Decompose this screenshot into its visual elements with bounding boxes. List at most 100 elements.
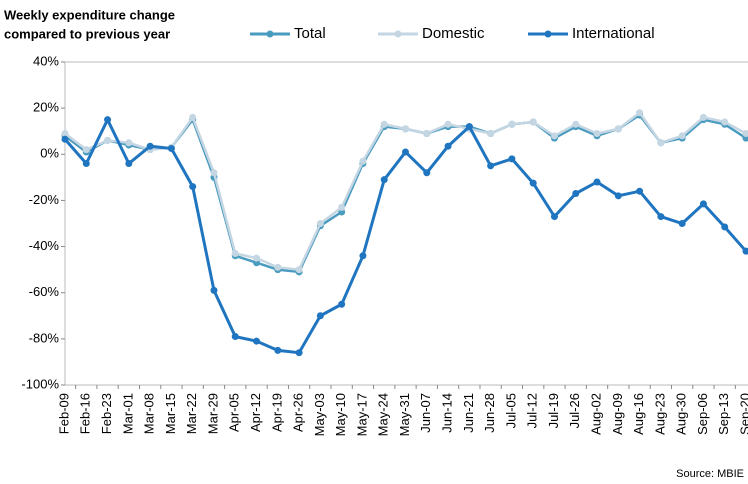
legend-label: Domestic	[422, 25, 485, 42]
x-tick-label: Apr-12	[248, 393, 263, 432]
y-tick-label: 40%	[33, 53, 59, 68]
point	[104, 136, 112, 144]
x-tick-label: Sep-13	[716, 393, 731, 435]
point	[529, 179, 537, 187]
point	[295, 266, 303, 274]
x-tick-label: Feb-16	[78, 393, 93, 434]
point	[550, 213, 558, 221]
x-tick-label: Jul-26	[567, 393, 582, 428]
legend-marker	[266, 30, 274, 38]
x-tick-label: Jun-07	[418, 393, 433, 433]
point	[402, 148, 409, 156]
series-line	[64, 110, 747, 271]
point	[210, 286, 218, 294]
point	[189, 113, 197, 121]
source: Source: MBIE	[676, 468, 744, 480]
point	[274, 263, 282, 271]
x-tick-label: Aug-09	[610, 393, 625, 435]
point	[572, 120, 580, 128]
point	[189, 183, 197, 191]
point	[699, 113, 707, 121]
x-tick-label: Mar-29	[205, 393, 220, 434]
x-tick-label: May-10	[333, 393, 348, 436]
legend-marker	[394, 30, 402, 38]
point	[359, 157, 367, 165]
point	[657, 139, 665, 147]
point	[678, 220, 686, 227]
x-tick-label: Aug-16	[631, 393, 646, 435]
y-tick-label: -80%	[29, 330, 60, 345]
point	[593, 130, 601, 138]
point	[423, 130, 431, 138]
x-tick-label: Aug-30	[674, 393, 689, 435]
plot-frame	[64, 61, 748, 386]
x-tick-label: Mar-08	[142, 393, 157, 434]
point	[380, 176, 388, 184]
point	[742, 247, 748, 255]
point	[231, 249, 239, 257]
y-tick-label: -20%	[29, 192, 60, 207]
x-tick-label: Jun-14	[440, 393, 455, 433]
point	[444, 142, 452, 150]
point	[678, 132, 686, 140]
point	[721, 223, 729, 231]
y-tick-label: -40%	[29, 238, 60, 253]
x-tick-label: Aug-02	[588, 393, 603, 435]
x-tick-label: Aug-23	[652, 393, 667, 435]
point	[125, 160, 133, 168]
point	[699, 200, 707, 208]
point	[614, 125, 622, 133]
x-tick-label: Jul-05	[503, 393, 518, 428]
point	[444, 120, 452, 128]
point	[636, 187, 644, 195]
x-tick-label: Jun-21	[461, 393, 476, 433]
x-tick-label: May-24	[376, 393, 391, 436]
y-tick-label: 0%	[40, 146, 59, 161]
point	[61, 135, 69, 143]
point	[465, 123, 473, 131]
point	[61, 130, 69, 138]
point	[82, 160, 90, 168]
point	[423, 169, 431, 177]
point	[572, 190, 580, 198]
point	[146, 142, 154, 150]
point	[614, 192, 622, 200]
point	[338, 300, 346, 308]
point	[593, 178, 601, 186]
point	[380, 120, 388, 128]
point	[359, 252, 367, 260]
legend-label: Total	[294, 25, 326, 42]
point	[487, 162, 495, 170]
x-tick-label: Apr-26	[291, 393, 306, 432]
x-tick-label: Apr-19	[269, 393, 284, 432]
point	[104, 116, 112, 124]
point	[316, 220, 324, 227]
point	[231, 333, 239, 341]
point	[253, 254, 261, 262]
x-tick-label: May-03	[312, 393, 327, 436]
y-tick-label: 20%	[33, 100, 59, 115]
point	[508, 155, 516, 163]
point	[167, 145, 175, 153]
y-tick-label: -60%	[29, 284, 60, 299]
x-tick-label: May-17	[354, 393, 369, 436]
point	[125, 139, 133, 147]
point	[487, 130, 495, 138]
point	[508, 120, 516, 128]
legend-marker	[544, 30, 552, 38]
x-tick-label: Sep-06	[695, 393, 710, 435]
point	[550, 132, 558, 140]
point	[295, 349, 303, 357]
x-tick-label: May-31	[397, 393, 412, 436]
x-tick-label: Jul-12	[525, 393, 540, 428]
point	[636, 109, 644, 117]
point	[210, 169, 218, 177]
x-tick-label: Mar-22	[184, 393, 199, 434]
x-tick-label: Mar-15	[163, 393, 178, 434]
point	[338, 203, 346, 211]
x-tick-label: Jul-19	[546, 393, 561, 428]
legend-label: International	[572, 25, 655, 42]
chart-title: Weekly expenditure change	[4, 7, 175, 22]
chart-title: compared to previous year	[4, 26, 170, 41]
